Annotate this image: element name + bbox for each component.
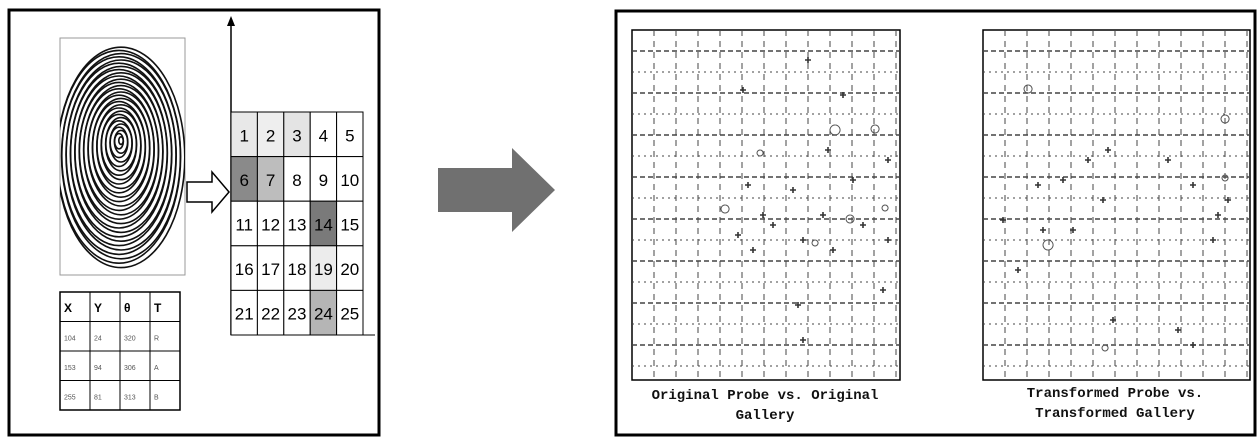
table-cell: 24 [94, 336, 102, 343]
grid-number: 10 [340, 171, 359, 190]
fingerprint [60, 46, 185, 269]
grid-number: 19 [314, 260, 333, 279]
table-cell: 313 [124, 395, 136, 402]
grid-number: 15 [340, 216, 359, 235]
hollow-arrow [186, 169, 230, 215]
plot-markers [1000, 147, 1231, 348]
grid-number: 9 [319, 171, 328, 190]
grid-cell [336, 200, 364, 247]
plot-frame [631, 29, 901, 381]
table-cell: 81 [94, 395, 102, 402]
grid-number: 25 [340, 305, 359, 324]
grid-number: 13 [288, 216, 307, 235]
table-header: T [154, 301, 162, 315]
grid-number: 20 [340, 260, 359, 279]
grid-cell [283, 200, 311, 247]
table-cell: 94 [94, 365, 102, 372]
grid-number: 2 [266, 126, 275, 145]
grid-cell [230, 245, 258, 291]
grid-number: 23 [288, 305, 307, 324]
grid-number: 17 [261, 260, 280, 279]
table-cell: A [154, 365, 159, 372]
grid-cell [309, 200, 338, 247]
plot-caption: Transformed Probe vs. Transformed Galler… [1026, 386, 1204, 422]
grid-number: 6 [239, 171, 248, 190]
grid-cell [256, 111, 285, 158]
grid-cell [336, 156, 364, 202]
plot-frame [982, 29, 1251, 381]
table-cell: 104 [64, 336, 76, 343]
grid-number: 22 [261, 305, 280, 324]
grid-number: 21 [235, 305, 254, 324]
grid-number: 7 [266, 171, 275, 190]
plot-markers [735, 57, 891, 343]
grid-number: 8 [292, 171, 301, 190]
grid-cell [336, 111, 364, 158]
grid-number: 1 [239, 126, 248, 145]
plot-circles [1023, 84, 1230, 352]
table-cell: B [154, 395, 159, 402]
table-header: θ [124, 301, 131, 315]
grid-cell [256, 156, 285, 202]
grid-number: 11 [235, 216, 253, 235]
plot-caption: Original Probe vs. Original Gallery [651, 388, 879, 424]
table-header: X [64, 301, 72, 315]
grid-number: 3 [292, 126, 301, 145]
grid-cell [230, 156, 258, 202]
grid-number: 12 [261, 216, 280, 235]
table-cell: 306 [124, 365, 136, 372]
table-cell: 320 [124, 336, 136, 343]
right-panel [614, 9, 1257, 437]
grid-number: 4 [319, 126, 328, 145]
plots [631, 29, 1251, 381]
grid-cell [336, 289, 364, 336]
grid-number: 5 [345, 126, 354, 145]
grid-cell [256, 200, 285, 247]
grid-number: 24 [314, 305, 333, 324]
grid-number: 14 [314, 216, 333, 235]
left-panel [7, 8, 381, 437]
grid-cell [309, 289, 338, 336]
table-header: Y [94, 301, 102, 315]
grid-number: 16 [235, 260, 254, 279]
plot-circles [720, 124, 889, 247]
table-cell: 153 [64, 365, 76, 372]
grid-number: 18 [288, 260, 307, 279]
table-cell: 255 [64, 395, 76, 402]
ridge [60, 49, 182, 264]
axis-arrowhead [227, 16, 235, 26]
grid-cell [283, 289, 311, 336]
table-cell: R [154, 336, 159, 343]
big-arrow [438, 148, 555, 232]
ridge [60, 46, 185, 269]
